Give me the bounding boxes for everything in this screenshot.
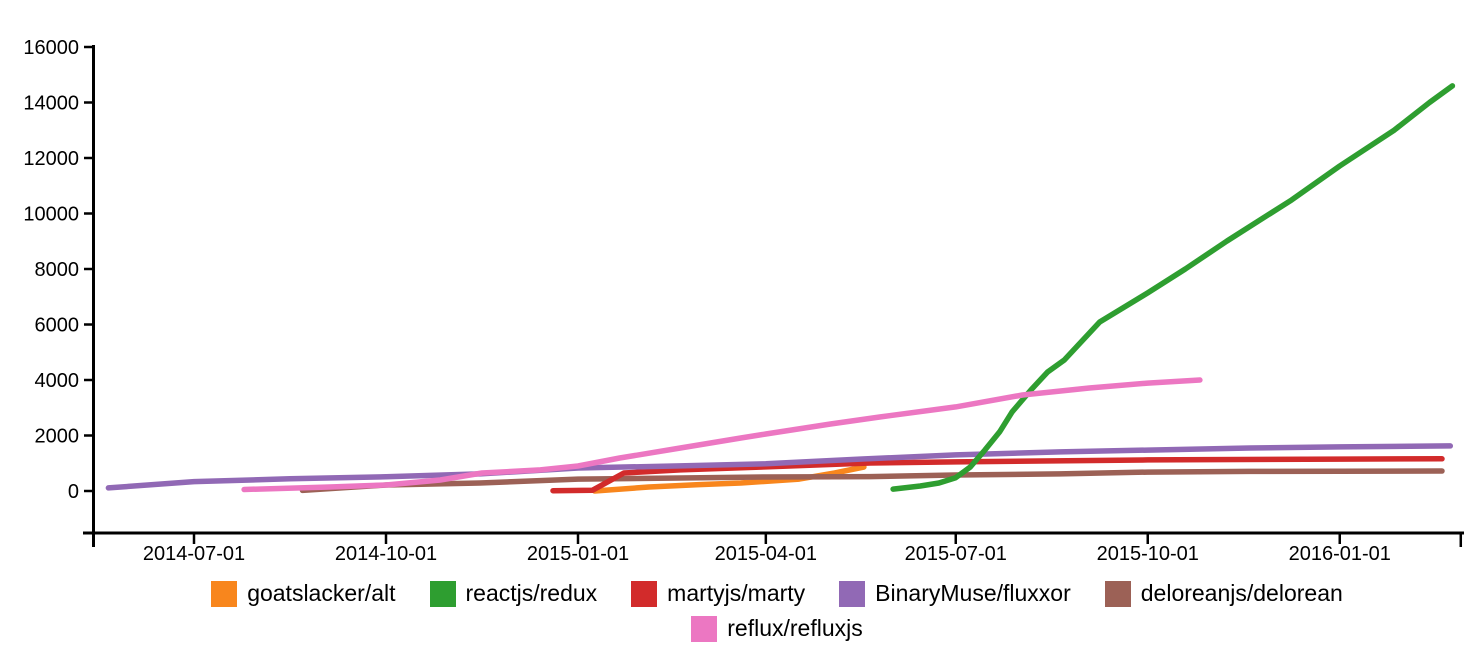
- y-tick-label: 4000: [35, 370, 80, 392]
- x-tick-label: 2015-07-01: [905, 543, 1007, 565]
- legend-row-1: goatslacker/alt reactjs/redux martyjs/ma…: [211, 580, 1343, 607]
- x-tick-label: 2014-07-01: [143, 543, 245, 565]
- y-tick-label: 6000: [35, 315, 80, 337]
- series-line-reactjs-redux: [890, 83, 1456, 492]
- legend-swatch: [211, 580, 238, 607]
- series-line-reflux-refluxjs: [241, 377, 1203, 493]
- star-history-line-chart: 0 2000 4000 6000 8000 10000 12000 14000 16000 201…: [23, 37, 1464, 565]
- x-tick-label: 2015-01-01: [527, 543, 629, 565]
- legend-label: reflux/refluxjs: [727, 615, 863, 641]
- legend-swatch: [1104, 580, 1131, 607]
- x-tick-label: 2014-10-01: [335, 543, 437, 565]
- legend-label: martyjs/marty: [667, 580, 806, 606]
- legend-label: BinaryMuse/fluxxor: [875, 580, 1071, 606]
- legend-item-reactjs-redux: reactjs/redux: [429, 580, 598, 607]
- legend-swatch: [839, 580, 866, 607]
- legend-label: goatslacker/alt: [247, 580, 396, 606]
- legend-item-deloreanjs-delorean: deloreanjs/delorean: [1104, 580, 1343, 607]
- series-line-deloreanjs-delorean: [299, 468, 1445, 494]
- series-line-goatslacker-alt: [591, 464, 867, 494]
- legend-item-martyjs-marty: martyjs/marty: [631, 580, 805, 607]
- y-tick-label: 8000: [35, 259, 80, 281]
- legend-swatch: [631, 580, 658, 607]
- legend-label: reactjs/redux: [465, 580, 598, 606]
- legend-row-2: reflux/refluxjs: [691, 615, 863, 642]
- y-tick-label: 14000: [23, 93, 79, 115]
- legend-item-goatslacker-alt: goatslacker/alt: [211, 580, 396, 607]
- series-line-martyjs-marty: [550, 456, 1445, 494]
- series-line-binarymuse-fluxxor: [105, 443, 1454, 491]
- legend-swatch: [691, 615, 718, 642]
- y-tick-label: 16000: [23, 37, 79, 59]
- x-tick-label: 2016-01-01: [1289, 543, 1391, 565]
- x-tick-label: 2015-04-01: [715, 543, 817, 565]
- y-tick-label: 2000: [35, 426, 80, 448]
- y-tick-label: 12000: [23, 148, 79, 170]
- y-tick-label: 0: [68, 481, 79, 503]
- chart-legend: goatslacker/alt reactjs/redux martyjs/ma…: [90, 580, 1464, 642]
- y-tick-label: 10000: [23, 204, 79, 226]
- legend-item-reflux-refluxjs: reflux/refluxjs: [691, 615, 863, 642]
- x-tick-label: 2015-10-01: [1097, 543, 1199, 565]
- legend-label: deloreanjs/delorean: [1140, 580, 1343, 606]
- legend-item-binarymuse-fluxxor: BinaryMuse/fluxxor: [839, 580, 1071, 607]
- legend-swatch: [429, 580, 456, 607]
